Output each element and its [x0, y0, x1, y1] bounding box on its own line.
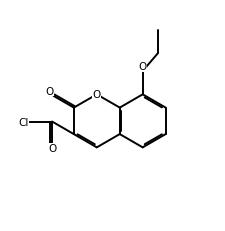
Text: O: O: [92, 90, 101, 100]
Text: Cl: Cl: [18, 117, 29, 127]
Text: O: O: [138, 62, 146, 72]
Text: O: O: [48, 144, 56, 154]
Text: O: O: [45, 87, 53, 97]
